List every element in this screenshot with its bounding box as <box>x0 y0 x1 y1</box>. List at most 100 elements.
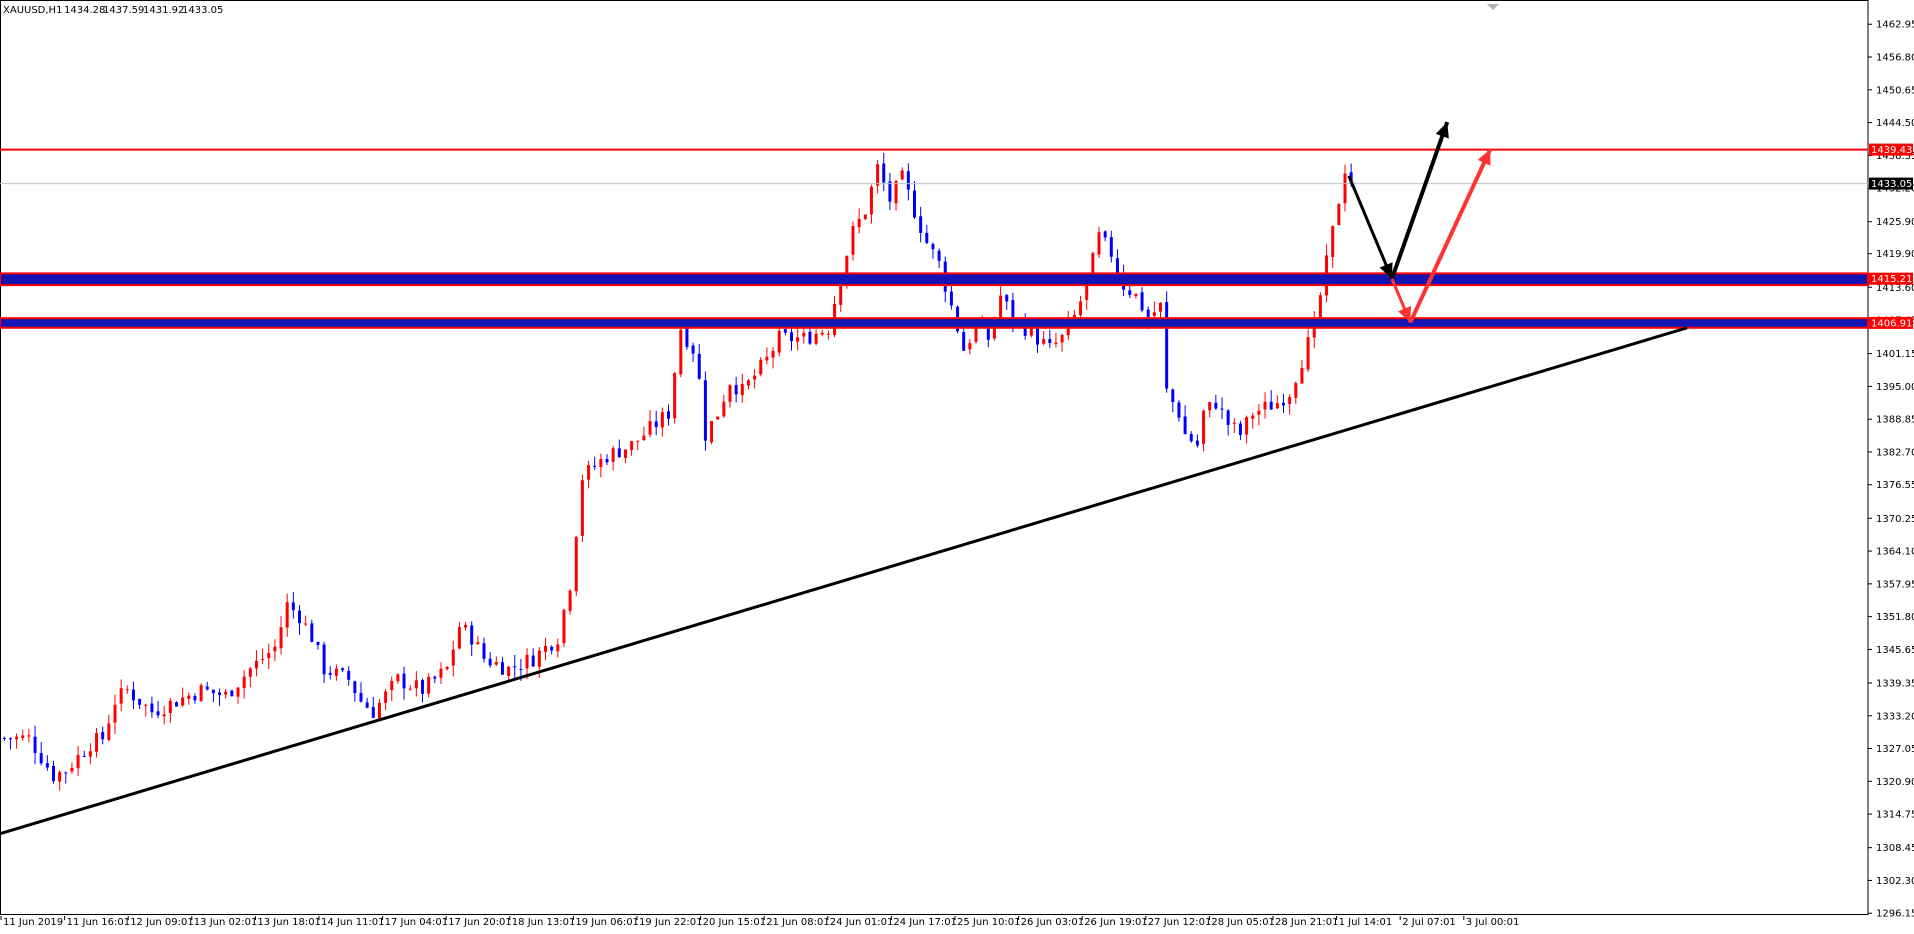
support-zone[interactable] <box>0 317 1869 329</box>
candle <box>21 729 25 741</box>
candle-body <box>1048 339 1052 344</box>
candle <box>900 167 904 181</box>
candle-body <box>451 649 455 666</box>
candle-body <box>298 610 301 624</box>
candle-body <box>8 738 12 740</box>
candle <box>304 615 308 627</box>
candle-body <box>248 668 252 677</box>
candle-body <box>974 325 978 342</box>
candle-body <box>642 435 646 441</box>
y-tick-label: 1327.05 <box>1876 744 1914 755</box>
candle <box>525 648 529 680</box>
candle <box>70 762 74 775</box>
candle-body <box>691 345 695 354</box>
trendline[interactable] <box>0 326 1688 837</box>
x-tick-label: 20 Jun 15:01 <box>703 917 767 928</box>
candle-body <box>1214 402 1218 409</box>
candle-body <box>1202 410 1206 445</box>
candle-body <box>869 186 873 215</box>
candle <box>593 456 597 470</box>
price-axis[interactable]: 1462.951456.801450.651444.501438.351432.… <box>1868 20 1914 920</box>
candle-body <box>2 737 6 739</box>
candle <box>310 619 314 643</box>
candle <box>876 160 880 194</box>
candle <box>414 671 418 697</box>
candle-body <box>1140 292 1144 311</box>
candle-body <box>1195 440 1199 446</box>
candle <box>433 675 437 684</box>
candle-body <box>334 668 338 676</box>
candle <box>617 439 621 458</box>
candle <box>919 206 923 243</box>
black-projection-arrow[interactable] <box>1347 121 1450 280</box>
candle-body <box>697 353 701 379</box>
price-tag-label: 1439.43 <box>1871 145 1912 156</box>
candle-body <box>125 689 129 691</box>
candle-body <box>482 643 486 659</box>
candle-body <box>168 700 172 714</box>
y-tick-label: 1296.15 <box>1876 909 1914 920</box>
candle-body <box>1282 402 1285 406</box>
last-price-tag: 1433.05 <box>1869 177 1913 190</box>
candle <box>15 733 19 749</box>
candle-body <box>753 375 757 380</box>
candle <box>316 641 320 650</box>
candle-body <box>88 751 92 757</box>
candle-body <box>457 627 461 649</box>
candle-body <box>101 731 105 740</box>
candle-body <box>648 421 652 435</box>
candle-body <box>544 645 547 652</box>
candle-body <box>863 214 867 219</box>
candle <box>623 449 627 464</box>
candle-body <box>76 755 80 769</box>
y-tick-label: 1413.60 <box>1876 283 1914 294</box>
candle <box>968 338 972 355</box>
candle-body <box>876 164 880 186</box>
candle-body <box>906 171 910 190</box>
candle-body <box>968 343 972 350</box>
candle <box>175 701 178 707</box>
candle-body <box>525 654 529 669</box>
candle-body <box>27 735 31 737</box>
candle <box>1312 311 1316 349</box>
candle <box>273 639 277 662</box>
support-zone[interactable] <box>0 272 1869 287</box>
candle <box>660 407 664 437</box>
time-axis[interactable]: 11 Jun 2019 11 Jun 16:01 12 Jun 09:01 13 Ju… <box>0 916 1519 928</box>
y-tick-label: 1419.90 <box>1876 249 1914 260</box>
candle-body <box>1318 295 1322 319</box>
shift-marker-icon[interactable] <box>1487 4 1499 10</box>
y-tick-label: 1320.90 <box>1876 777 1914 788</box>
y-tick-label: 1339.35 <box>1876 678 1914 689</box>
y-tick-label: 1382.70 <box>1876 447 1914 458</box>
candle-body <box>476 642 480 645</box>
candle-body <box>1159 302 1162 312</box>
candle <box>869 184 873 224</box>
candle-body <box>962 332 966 351</box>
candle <box>279 615 283 655</box>
candle <box>710 420 714 445</box>
candle-body <box>402 673 406 689</box>
candle <box>421 678 424 703</box>
candle-body <box>236 687 240 697</box>
candle <box>125 685 129 694</box>
candle <box>1202 409 1206 452</box>
candle <box>341 667 345 673</box>
candle <box>451 640 455 677</box>
candle-body <box>937 250 941 261</box>
candle-body <box>925 232 929 243</box>
candle-body <box>1146 309 1150 318</box>
candle <box>1177 400 1181 422</box>
y-tick-label: 1345.65 <box>1876 645 1914 656</box>
price-tag-label: 1415.21 <box>1871 274 1912 285</box>
candle <box>291 592 295 619</box>
candle <box>1275 395 1279 410</box>
red-projection-arrow[interactable] <box>1390 148 1493 324</box>
candle-body <box>1152 312 1156 316</box>
y-tick-label: 1364.10 <box>1876 547 1914 558</box>
candle <box>500 656 504 675</box>
candle-body <box>1165 302 1169 389</box>
candle <box>906 163 910 201</box>
